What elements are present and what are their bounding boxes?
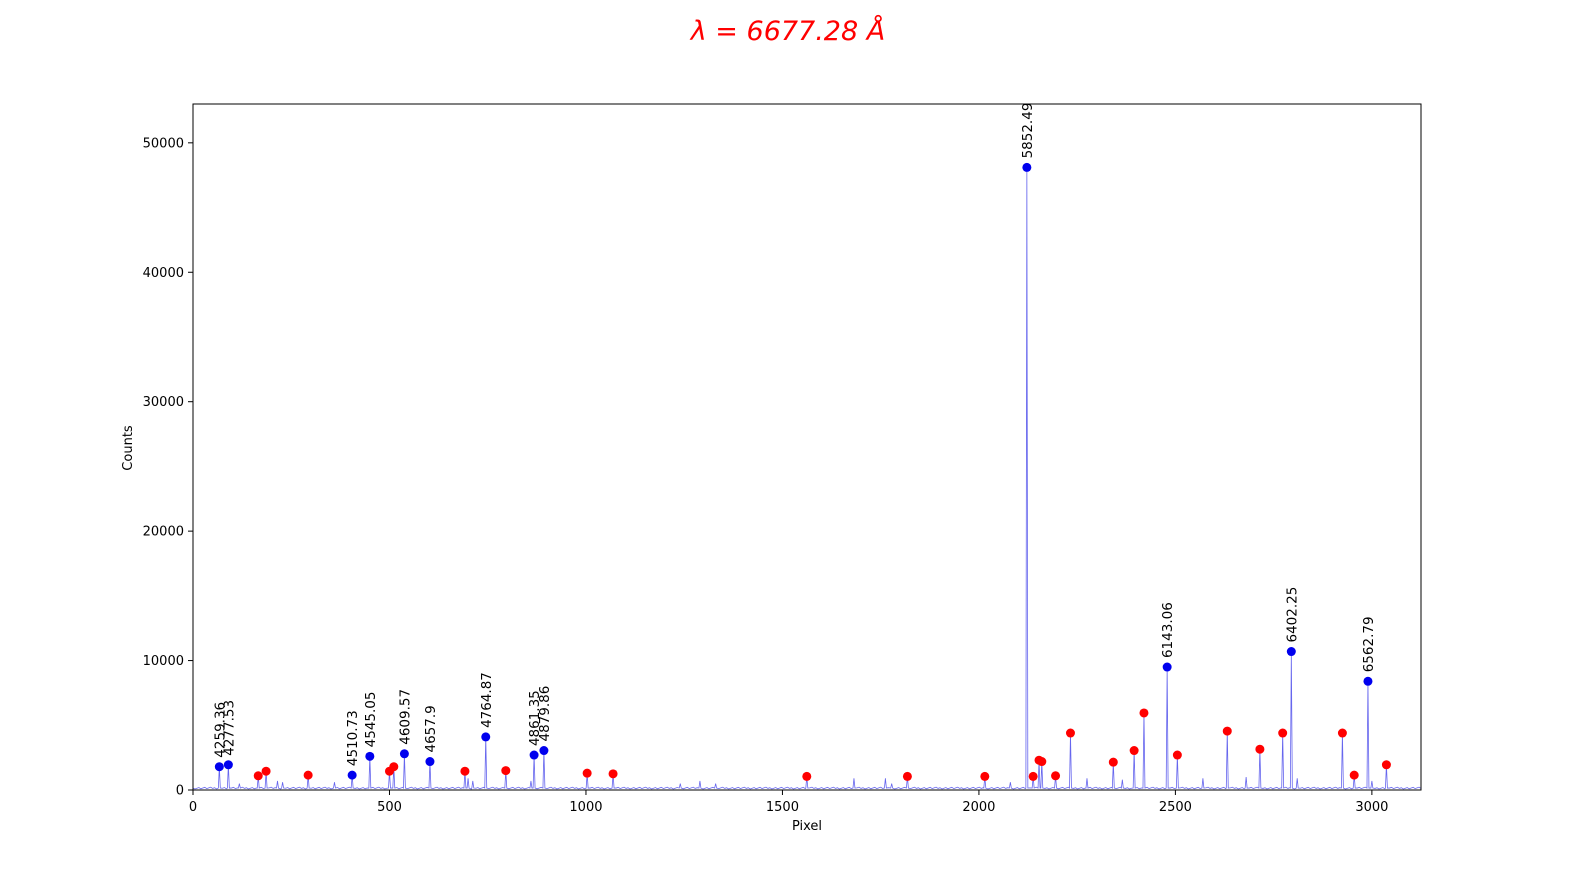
peak-wavelength-label: 4510.73 xyxy=(345,710,361,766)
unmatched-peak-point xyxy=(1108,757,1118,767)
unmatched-peak-point xyxy=(980,771,990,781)
peak-wavelength-label: 6143.06 xyxy=(1160,602,1176,658)
matched-peak-point xyxy=(365,751,375,761)
unmatched-peak-point xyxy=(1129,746,1139,756)
peak-wavelength-label: 4861.35 xyxy=(527,690,543,746)
unmatched-peak-point xyxy=(1255,744,1265,754)
matched-peak-point xyxy=(214,762,224,772)
spectrum-line xyxy=(193,167,1421,790)
unmatched-peak-point xyxy=(802,771,812,781)
chart-title: λ = 6677.28 Å xyxy=(689,15,885,47)
x-tick-label: 500 xyxy=(377,800,402,815)
peak-wavelength-label: 4879.86 xyxy=(537,686,553,742)
plot-frame xyxy=(192,103,1422,791)
matched-peak-point xyxy=(1286,647,1296,657)
unmatched-peak-point xyxy=(582,768,592,778)
unmatched-peak-point xyxy=(303,770,313,780)
unmatched-peak-point xyxy=(1278,728,1288,738)
x-tick-label: 2000 xyxy=(962,800,995,815)
matched-peak-point xyxy=(481,732,491,742)
x-tick-label: 0 xyxy=(189,800,197,815)
x-tick-label: 2500 xyxy=(1159,800,1192,815)
x-tick-label: 1000 xyxy=(569,800,602,815)
unmatched-peak-point xyxy=(608,769,618,779)
unmatched-peak-point xyxy=(1222,726,1232,736)
matched-peak-point xyxy=(1022,162,1032,172)
matched-peak-point xyxy=(529,750,539,760)
unmatched-peak-point xyxy=(902,771,912,781)
peak-wavelength-label: 5852.49 xyxy=(1020,103,1036,159)
y-tick-label: 30000 xyxy=(143,395,184,410)
matched-peak-point xyxy=(223,760,233,770)
peak-wavelength-label: 6562.79 xyxy=(1361,616,1377,672)
matched-peak-point xyxy=(1363,676,1373,686)
unmatched-peak-point xyxy=(389,762,399,772)
peak-wavelength-label: 4609.57 xyxy=(397,689,413,745)
unmatched-peak-point xyxy=(1051,771,1061,781)
matched-peak-point xyxy=(1162,662,1172,672)
axes: 0 500 1000 1500 2000 2500 30000100002000030000… xyxy=(143,136,1389,815)
x-tick-label: 1500 xyxy=(766,800,799,815)
unmatched-peak-point xyxy=(501,766,511,776)
y-tick-label: 10000 xyxy=(143,654,184,669)
unmatched-peak-point xyxy=(1381,760,1391,770)
peak-wavelength-label: 4259.36 xyxy=(212,702,228,758)
unmatched-peak-point xyxy=(1337,728,1347,738)
peak-wavelength-label: 6402.25 xyxy=(1284,587,1300,643)
unmatched-peak-point xyxy=(1028,771,1038,781)
y-tick-label: 0 xyxy=(176,784,184,799)
x-axis-label: Pixel xyxy=(792,819,822,834)
y-tick-label: 40000 xyxy=(143,266,184,281)
matched-peak-point xyxy=(539,746,549,756)
unmatched-peak-point xyxy=(253,771,263,781)
unmatched-peak-point xyxy=(261,766,271,776)
matched-peak-point xyxy=(425,757,435,767)
unmatched-peak-point xyxy=(1172,750,1182,760)
unmatched-peak-point xyxy=(1037,757,1047,767)
x-tick-label: 3000 xyxy=(1355,800,1388,815)
y-axis-label: Counts xyxy=(121,425,136,471)
unmatched-peak-point xyxy=(1139,708,1149,718)
y-tick-label: 20000 xyxy=(143,525,184,540)
peak-wavelength-label: 4277.53 xyxy=(221,700,237,756)
matched-peak-point xyxy=(399,749,409,759)
peak-wavelength-label: 4545.05 xyxy=(363,692,379,748)
matched-peak-point xyxy=(347,770,357,780)
unmatched-peak-point xyxy=(460,766,470,776)
peak-wavelength-label: 4764.87 xyxy=(479,672,495,728)
peak-wavelength-label: 4657.9 xyxy=(423,705,439,752)
unmatched-peak-point xyxy=(1065,728,1075,738)
unmatched-peak-point xyxy=(1349,770,1359,780)
y-tick-label: 50000 xyxy=(143,136,184,151)
